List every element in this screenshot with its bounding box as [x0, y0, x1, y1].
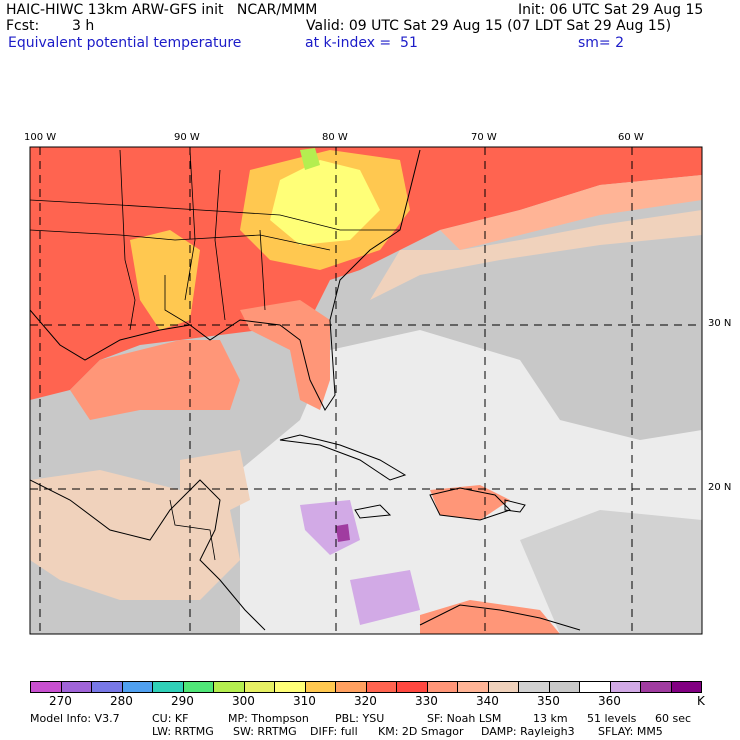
colorbar-swatch	[549, 682, 580, 692]
colorbar-swatch	[397, 682, 428, 692]
colorbar-tick: 270	[49, 694, 72, 708]
colorbar-swatch	[519, 682, 550, 692]
colorbar-swatch	[275, 682, 306, 692]
smoothing: sm= 2	[578, 35, 625, 51]
model-title: HAIC-HIWC 13km ARW-GFS init NCAR/MMM	[6, 2, 318, 18]
forecast-label: Fcst:	[6, 18, 40, 34]
footer-timestep: 60 sec	[655, 712, 692, 725]
appalachian-yellow	[270, 160, 380, 245]
colorbar-tick: 330	[415, 694, 438, 708]
init-time: Init: 06 UTC Sat 29 Aug 15	[518, 2, 704, 18]
lat-label-20n: 20 N	[708, 482, 732, 493]
lat-label-30n: 30 N	[708, 318, 732, 329]
colorbar	[30, 681, 702, 693]
footer-diff: DIFF: full	[310, 725, 358, 738]
lon-label-60w: 60 W	[618, 132, 644, 143]
colorbar-swatch	[92, 682, 123, 692]
purple-patch-2	[350, 570, 420, 625]
colorbar-swatch	[671, 682, 701, 692]
atlantic-tan	[370, 210, 702, 300]
colorbar-swatch	[366, 682, 397, 692]
footer-sf: SF: Noah LSM	[427, 712, 502, 725]
footer-damp: DAMP: Rayleigh3	[481, 725, 575, 738]
florida-salmon	[240, 300, 330, 410]
colorbar-tick: 320	[354, 694, 377, 708]
colorbar-tick: 350	[537, 694, 560, 708]
colorbar-swatch	[153, 682, 184, 692]
field-name: Equivalent potential temperature	[8, 35, 242, 51]
colorbar-swatch	[488, 682, 519, 692]
colorbar-unit: K	[697, 694, 705, 708]
colorbar-tick: 300	[232, 694, 255, 708]
colorbar-swatch	[458, 682, 489, 692]
lon-label-90w: 90 W	[174, 132, 200, 143]
footer-mp: MP: Thompson	[228, 712, 309, 725]
lon-label-70w: 70 W	[471, 132, 497, 143]
purple-core	[336, 524, 350, 542]
colorbar-swatch	[214, 682, 245, 692]
footer-res: 13 km	[533, 712, 568, 725]
yucatan-tan	[180, 450, 250, 520]
footer-lw: LW: RRTMG	[152, 725, 214, 738]
colorbar-tick: 290	[171, 694, 194, 708]
colorbar-tick: 310	[293, 694, 316, 708]
appalachian-green	[300, 148, 320, 170]
purple-patch-1	[300, 500, 360, 555]
footer-model-info: Model Info: V3.7	[30, 712, 120, 725]
colorbar-swatch	[610, 682, 641, 692]
footer-km: KM: 2D Smagor	[378, 725, 464, 738]
footer-levels: 51 levels	[587, 712, 637, 725]
graticule	[30, 147, 702, 634]
colorbar-swatch	[244, 682, 275, 692]
venezuela-salmon	[420, 600, 560, 634]
forecast-hour: 3 h	[72, 18, 95, 34]
atlantic-salmon	[440, 175, 702, 250]
gulf-salmon	[70, 340, 240, 420]
valid-time: Valid: 09 UTC Sat 29 Aug 15 (07 LDT Sat …	[306, 18, 672, 34]
footer-pbl: PBL: YSU	[335, 712, 385, 725]
colorbar-swatch	[580, 682, 611, 692]
political-borders	[30, 149, 400, 561]
colorbar-tick: 280	[110, 694, 133, 708]
footer-cu: CU: KF	[152, 712, 189, 725]
lon-label-80w: 80 W	[322, 132, 348, 143]
colorbar-swatch	[427, 682, 458, 692]
footer-sflay: SFLAY: MM5	[598, 725, 663, 738]
coastlines	[30, 149, 581, 631]
colorbar-swatch	[641, 682, 672, 692]
map-frame	[29, 146, 703, 635]
colorbar-swatch	[336, 682, 367, 692]
lon-label-100w: 100 W	[24, 132, 57, 143]
colorbar-swatch	[122, 682, 153, 692]
colorbar-swatch	[183, 682, 214, 692]
caribbean-gray	[520, 510, 702, 634]
colorbar-tick: 360	[598, 694, 621, 708]
footer-sw: SW: RRTMG	[233, 725, 297, 738]
level-index: at k-index = 51	[305, 35, 418, 51]
colorbar-swatch	[31, 682, 62, 692]
colorbar-swatch	[305, 682, 336, 692]
colorbar-tick: 340	[476, 694, 499, 708]
colorbar-swatch	[61, 682, 92, 692]
